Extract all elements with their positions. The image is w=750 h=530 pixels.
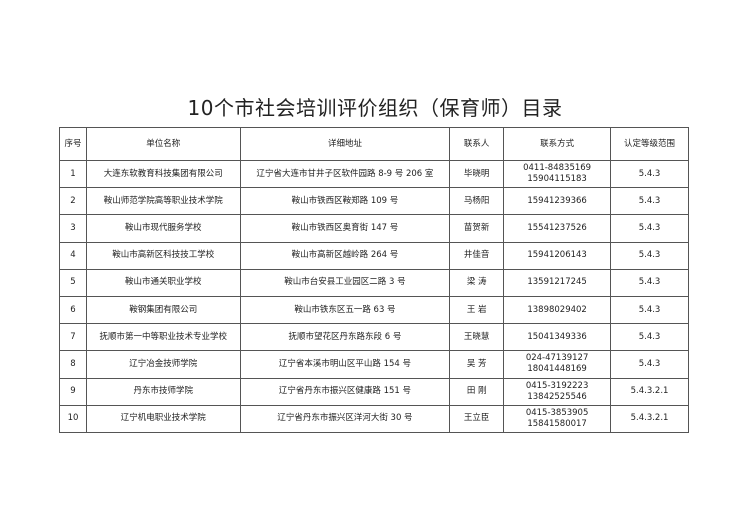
cell-contact: 王晓慧 [449, 323, 505, 352]
cell-contact: 苗贺新 [449, 214, 505, 243]
cell-name: 鞍山市现代服务学校 [85, 214, 241, 243]
table-row: 2 鞍山师范学院高等职业技术学院 鞍山市铁西区鞍郑路 109 号马杨阳 1594123… [59, 187, 689, 216]
header-contact: 联系人 [449, 127, 505, 161]
cell-name: 丹东市技师学院 [85, 377, 241, 406]
cell-address: 鞍山市铁西区鞍郑路 109 号 [239, 187, 451, 216]
cell-name: 辽宁机电职业技术学院 [85, 404, 241, 433]
cell-level: 5.4.3 [610, 241, 689, 270]
cell-phone: 13898029402 [503, 295, 612, 325]
cell-level: 5.4.3 [610, 350, 689, 379]
phone-number: 15941206143 [527, 250, 587, 261]
cell-no: 4 [59, 241, 87, 270]
cell-level: 5.4.3.2.1 [610, 404, 689, 433]
cell-address: 辽宁省本溪市明山区平山路 154 号 [239, 350, 451, 379]
cell-address: 鞍山市高新区越岭路 264 号 [239, 241, 451, 270]
cell-no: 9 [59, 377, 87, 406]
table-row: 8 辽宁冶金技师学院 辽宁省本溪市明山区平山路 154 号吴 芳 024-471391… [59, 350, 689, 379]
cell-no: 6 [59, 295, 87, 325]
cell-phone: 15541237526 [503, 214, 612, 243]
phone-number: 024-47139127 [525, 353, 589, 364]
cell-contact: 吴 芳 [449, 350, 505, 379]
cell-no: 3 [59, 214, 87, 243]
phone-number: 13591217245 [527, 277, 587, 288]
cell-phone: 15941206143 [503, 241, 612, 270]
table-row: 3 鞍山市现代服务学校 鞍山市铁西区奥育街 147 号苗贺新 15541237526 5… [59, 214, 689, 243]
cell-level: 5.4.3 [610, 214, 689, 243]
cell-contact: 马杨阳 [449, 187, 505, 216]
cell-phone: 15041349336 [503, 323, 612, 352]
phone-number: 13898029402 [527, 304, 587, 315]
cell-contact: 王 岩 [449, 295, 505, 325]
cell-no: 5 [59, 268, 87, 297]
table-row: 5 鞍山市通关职业学校 鞍山市台安县工业园区二路 3 号梁 涛 13591217245… [59, 268, 689, 297]
cell-address: 辽宁省丹东市振兴区健康路 151 号 [239, 377, 451, 406]
cell-name: 大连东软教育科技集团有限公司 [85, 159, 241, 189]
phone-number: 0411-84835169 [523, 163, 592, 174]
cell-no: 2 [59, 187, 87, 216]
document-title: 10个市社会培训评价组织（保育师）目录 [187, 96, 563, 120]
header-level: 认定等级范围 [610, 127, 689, 161]
cell-name: 鞍山市高新区科技技工学校 [85, 241, 241, 270]
cell-phone: 0411-84835169 15904115183 [503, 159, 612, 189]
phone-number: 15541237526 [527, 222, 587, 233]
header-name: 单位名称 [85, 127, 241, 161]
phone-number: 0415-3192223 [525, 380, 589, 391]
cell-level: 5.4.3.2.1 [610, 377, 689, 406]
header-phone: 联系方式 [503, 127, 612, 161]
cell-name: 鞍山市通关职业学校 [85, 268, 241, 297]
cell-no: 10 [59, 404, 87, 433]
table-row: 10 辽宁机电职业技术学院 辽宁省丹东市振兴区洋河大街 30 号王立臣 0415-38… [59, 404, 689, 433]
table-row: 4 鞍山市高新区科技技工学校 鞍山市高新区越岭路 264 号井佳音 159412061… [59, 241, 689, 270]
cell-no: 1 [59, 159, 87, 189]
cell-phone: 0415-3192223 13842525546 [503, 377, 612, 406]
cell-name: 鞍钢集团有限公司 [85, 295, 241, 325]
cell-contact: 王立臣 [449, 404, 505, 433]
cell-phone: 024-47139127 18041448169 [503, 350, 612, 379]
cell-phone: 15941239366 [503, 187, 612, 216]
cell-level: 5.4.3 [610, 268, 689, 297]
cell-level: 5.4.3 [610, 295, 689, 325]
table-row: 1 大连东软教育科技集团有限公司 辽宁省大连市甘井子区软件园路 8-9 号 206 … [59, 159, 689, 189]
phone-number: 15041349336 [527, 331, 587, 342]
organization-table: 序号 单位名称 详细地址 联系人 联系方式 认定等级范围 1 大连东软教育科技集团… [59, 127, 689, 433]
table-header-row: 序号 单位名称 详细地址 联系人 联系方式 认定等级范围 [59, 127, 689, 161]
cell-no: 8 [59, 350, 87, 379]
table-row: 7 抚顺市第一中等职业技术专业学校 抚顺市望花区丹东路东段 6 号王晓慧 150413… [59, 323, 689, 352]
cell-level: 5.4.3 [610, 323, 689, 352]
cell-contact: 田 刚 [449, 377, 505, 406]
cell-address: 抚顺市望花区丹东路东段 6 号 [239, 323, 451, 352]
table-row: 9 丹东市技师学院 辽宁省丹东市振兴区健康路 151 号田 刚 0415-319222… [59, 377, 689, 406]
table-row: 6 鞍钢集团有限公司 鞍山市铁东区五一路 63 号王 岩 13898029402 5.4… [59, 295, 689, 325]
phone-number: 0415-3853905 [525, 407, 589, 418]
cell-name: 鞍山师范学院高等职业技术学院 [85, 187, 241, 216]
cell-name: 抚顺市第一中等职业技术专业学校 [85, 323, 241, 352]
phone-number: 15904115183 [527, 174, 587, 185]
cell-no: 7 [59, 323, 87, 352]
cell-name: 辽宁冶金技师学院 [85, 350, 241, 379]
cell-address: 鞍山市台安县工业园区二路 3 号 [239, 268, 451, 297]
cell-phone: 0415-3853905 15841580017 [503, 404, 612, 433]
phone-number: 15941239366 [527, 195, 587, 206]
cell-address: 辽宁省大连市甘井子区软件园路 8-9 号 206 室 [239, 159, 451, 189]
header-no: 序号 [59, 127, 87, 161]
cell-address: 鞍山市铁东区五一路 63 号 [239, 295, 451, 325]
cell-address: 鞍山市铁西区奥育街 147 号 [239, 214, 451, 243]
phone-number: 13842525546 [527, 391, 587, 402]
cell-contact: 毕晓明 [449, 159, 505, 189]
cell-level: 5.4.3 [610, 159, 689, 189]
cell-address: 辽宁省丹东市振兴区洋河大街 30 号 [239, 404, 451, 433]
phone-number: 15841580017 [527, 418, 587, 429]
cell-contact: 井佳音 [449, 241, 505, 270]
phone-number: 18041448169 [527, 364, 587, 375]
cell-phone: 13591217245 [503, 268, 612, 297]
header-address: 详细地址 [239, 127, 451, 161]
cell-contact: 梁 涛 [449, 268, 505, 297]
cell-level: 5.4.3 [610, 187, 689, 216]
